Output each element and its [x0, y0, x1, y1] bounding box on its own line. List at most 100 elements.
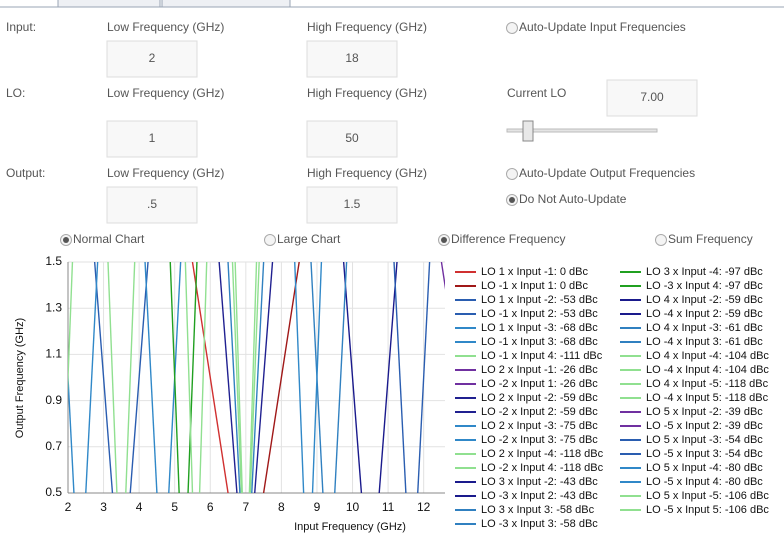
- legend-label: LO 4 x Input -4: -104 dBc: [646, 350, 769, 362]
- text-box[interactable]: [306, 120, 398, 158]
- y-tick-label: 1.1: [45, 347, 62, 361]
- text-box[interactable]: [106, 40, 198, 78]
- legend-label: LO -4 x Input 2: -59 dBc: [646, 308, 763, 320]
- text-box[interactable]: [106, 120, 198, 158]
- tab[interactable]: [57, 0, 161, 8]
- radio-circle[interactable]: [506, 168, 518, 180]
- radio-dot: [63, 237, 69, 243]
- text-box-value: 18: [345, 51, 359, 65]
- y-tick-label: 1.3: [45, 300, 62, 314]
- radio-button[interactable]: Auto-Update Input Frequencies: [506, 20, 686, 34]
- series-line: [184, 262, 194, 493]
- legend-label: LO 4 x Input -3: -61 dBc: [646, 322, 763, 334]
- radio-label: Difference Frequency: [451, 232, 566, 246]
- x-tick-label: 11: [382, 500, 395, 514]
- legend-label: LO -2 x Input 3: -75 dBc: [481, 434, 598, 446]
- radio-button[interactable]: Normal Chart: [60, 232, 146, 246]
- radio-button[interactable]: Large Chart: [264, 232, 342, 246]
- slider-thumb[interactable]: [522, 120, 534, 142]
- legend-label: LO -3 x Input 2: -43 dBc: [481, 490, 598, 502]
- legend-label: LO 5 x Input -4: -80 dBc: [646, 462, 763, 474]
- x-axis-label: Input Frequency (GHz): [294, 521, 406, 533]
- series-line: [68, 262, 74, 396]
- field-label: High Frequency (GHz): [307, 166, 427, 180]
- legend-entry: LO 5 x Input -3: -54 dBc: [620, 434, 763, 446]
- legend-entry: LO -2 x Input 4: -118 dBc: [455, 462, 604, 474]
- legend-label: LO -2 x Input 2: -59 dBc: [481, 406, 598, 418]
- radio-button[interactable]: Auto-Update Output Frequencies: [506, 166, 696, 180]
- series-line: [378, 262, 398, 493]
- text-box[interactable]: [306, 40, 398, 78]
- legend-label: LO 1 x Input -3: -68 dBc: [481, 322, 598, 334]
- legend-entry: LO -1 x Input 2: -53 dBc: [455, 308, 598, 320]
- legend-entry: LO 4 x Input -4: -104 dBc: [620, 350, 769, 362]
- x-tick-label: 10: [346, 500, 360, 514]
- field-label: Low Frequency (GHz): [107, 166, 224, 180]
- legend-label: LO -5 x Input 5: -106 dBc: [646, 504, 769, 516]
- legend-entry: LO -5 x Input 4: -80 dBc: [620, 476, 763, 488]
- legend-entry: LO 4 x Input -3: -61 dBc: [620, 322, 763, 334]
- row-label: Output:: [6, 166, 45, 180]
- text-box[interactable]: [106, 186, 198, 224]
- legend-label: LO 5 x Input -3: -54 dBc: [646, 434, 763, 446]
- legend-label: LO -1 x Input 4: -111 dBc: [481, 350, 603, 362]
- legend-label: LO 1 x Input -2: -53 dBc: [481, 294, 598, 306]
- legend-entry: LO -1 x Input 3: -68 dBc: [455, 336, 598, 348]
- radio-circle[interactable]: [264, 234, 276, 246]
- legend-label: LO -4 x Input 4: -104 dBc: [646, 364, 769, 376]
- series-line: [227, 262, 241, 493]
- radio-button[interactable]: Do Not Auto-Update: [506, 192, 627, 206]
- radio-circle[interactable]: [506, 22, 518, 34]
- series-line: [234, 262, 243, 493]
- y-axis-label: Output Frequency (GHz): [14, 318, 26, 438]
- legend-label: LO -1 x Input 1: 0 dBc: [481, 280, 589, 292]
- radio-label: Sum Frequency: [668, 232, 753, 246]
- legend-entry: LO -2 x Input 3: -75 dBc: [455, 434, 598, 446]
- series-line: [342, 262, 363, 493]
- legend-label: LO -4 x Input 5: -118 dBc: [646, 392, 769, 404]
- text-box-value: .5: [147, 197, 157, 211]
- radio-circle[interactable]: [655, 234, 667, 246]
- radio-label: Do Not Auto-Update: [519, 192, 627, 206]
- legend-label: LO 4 x Input -2: -59 dBc: [646, 294, 763, 306]
- series-line: [417, 262, 431, 493]
- legend-label: LO 2 x Input -3: -75 dBc: [481, 420, 598, 432]
- series-line: [93, 262, 114, 493]
- series-line: [334, 262, 348, 493]
- y-tick-label: 1.5: [45, 254, 62, 268]
- series-line: [254, 262, 274, 493]
- legend-label: LO -4 x Input 3: -61 dBc: [646, 336, 763, 348]
- legend-entry: LO 4 x Input -2: -59 dBc: [620, 294, 763, 306]
- y-tick-label: 0.5: [45, 485, 62, 499]
- legend-entry: LO -1 x Input 4: -111 dBc: [455, 350, 603, 362]
- text-box[interactable]: [306, 186, 398, 224]
- series-line: [198, 262, 208, 493]
- legend-entry: LO 1 x Input -2: -53 dBc: [455, 294, 598, 306]
- legend-label: LO -1 x Input 3: -68 dBc: [481, 336, 598, 348]
- legend-label: LO 5 x Input -5: -106 dBc: [646, 490, 769, 502]
- x-tick-label: 8: [278, 500, 285, 514]
- series-line: [311, 262, 323, 493]
- series-line: [393, 262, 407, 493]
- x-tick-label: 3: [100, 500, 107, 514]
- x-tick-label: 6: [207, 500, 214, 514]
- x-tick-label: 7: [242, 500, 249, 514]
- series-line: [262, 262, 300, 493]
- legend-label: LO 1 x Input -1: 0 dBc: [481, 266, 589, 278]
- legend-entry: LO -1 x Input 1: 0 dBc: [455, 280, 589, 292]
- legend-entry: LO 2 x Input -4: -118 dBc: [455, 448, 604, 460]
- series-line: [248, 262, 258, 493]
- text-box-value: 1: [149, 131, 156, 145]
- text-box[interactable]: [606, 79, 698, 117]
- radio-button[interactable]: Sum Frequency: [655, 232, 753, 246]
- radio-button[interactable]: Difference Frequency: [438, 232, 566, 246]
- legend-label: LO -2 x Input 1: -26 dBc: [481, 378, 598, 390]
- text-box-value: 50: [345, 131, 359, 145]
- tab[interactable]: [161, 0, 291, 8]
- field-label: High Frequency (GHz): [307, 86, 427, 100]
- legend-entry: LO 1 x Input -1: 0 dBc: [455, 266, 589, 278]
- legend-label: LO -1 x Input 2: -53 dBc: [481, 308, 598, 320]
- legend-label: LO -2 x Input 4: -118 dBc: [481, 462, 604, 474]
- slider-track[interactable]: [506, 128, 658, 133]
